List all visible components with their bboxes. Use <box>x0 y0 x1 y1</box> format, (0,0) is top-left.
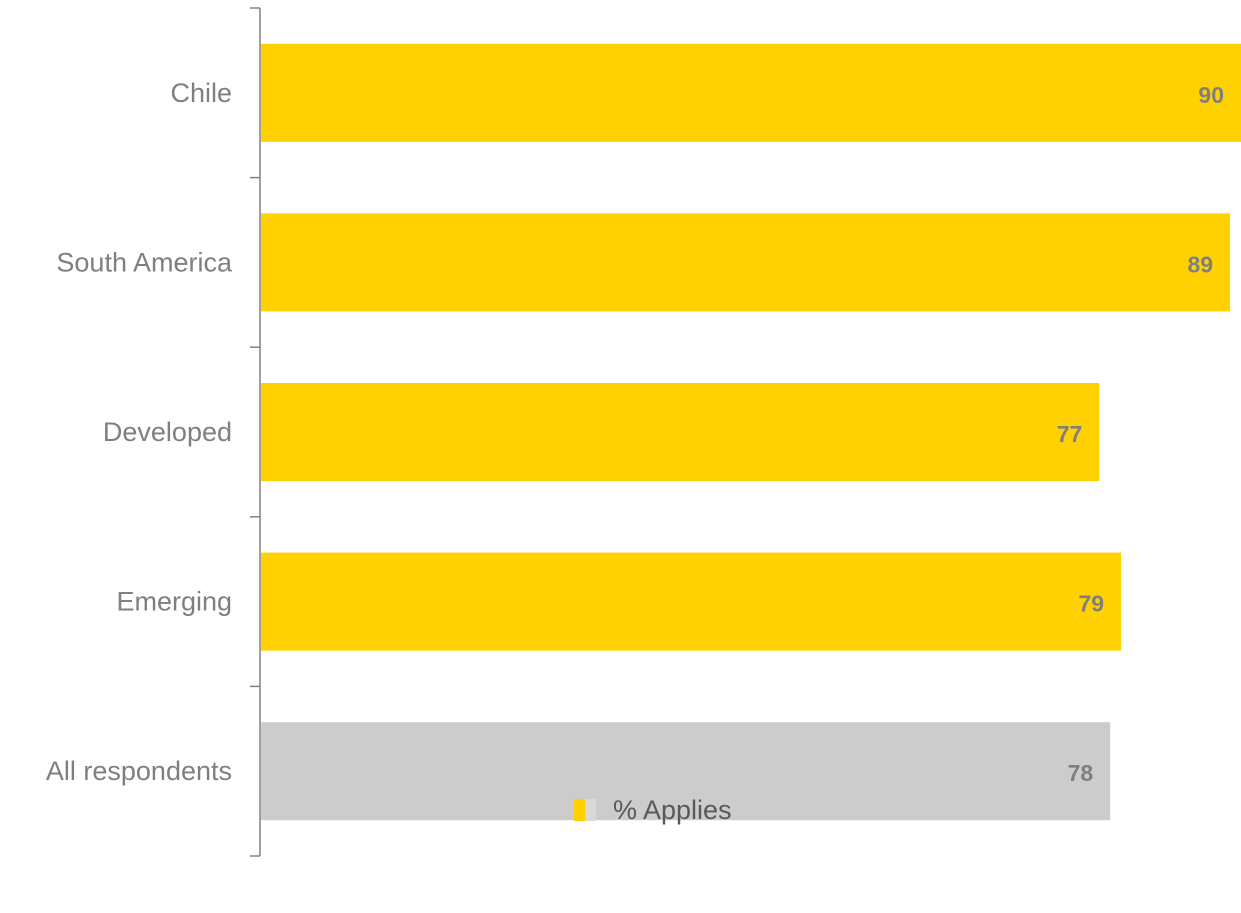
legend-label: % Applies <box>613 795 732 825</box>
category-label: Developed <box>103 417 232 447</box>
data-label: 89 <box>1188 251 1214 277</box>
data-label: 90 <box>1198 82 1224 108</box>
bar-south-america <box>261 213 1231 312</box>
bars-group <box>261 43 1241 821</box>
bar-developed <box>261 383 1100 481</box>
category-label: Chile <box>170 78 232 108</box>
category-label: All respondents <box>46 756 232 786</box>
data-label: 79 <box>1079 591 1105 617</box>
legend-swatch-primary <box>574 799 585 821</box>
category-axis <box>250 7 261 857</box>
bar-emerging <box>261 552 1122 651</box>
data-labels: 90 89 77 79 78 <box>1057 82 1224 786</box>
legend-swatch-secondary <box>585 799 596 821</box>
category-label: Emerging <box>116 587 232 617</box>
bar-all-respondents <box>261 722 1111 821</box>
data-label: 77 <box>1057 421 1083 447</box>
category-label: South America <box>56 247 233 277</box>
category-labels: Chile South America Developed Emerging All r… <box>46 78 233 786</box>
bar-chile <box>261 43 1241 142</box>
legend: % Applies <box>574 795 732 825</box>
data-label: 78 <box>1068 760 1094 786</box>
